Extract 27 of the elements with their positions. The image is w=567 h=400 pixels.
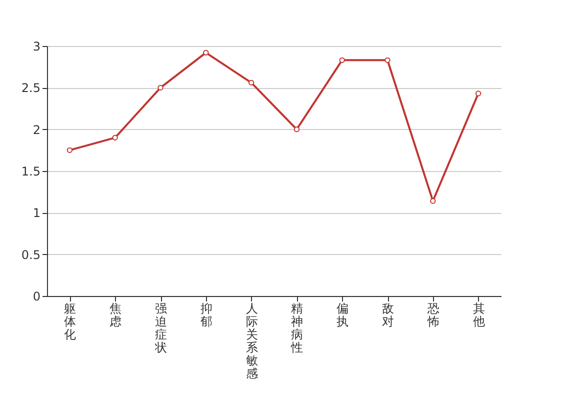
point: [430, 198, 436, 204]
y-tick-label: 3: [32, 40, 40, 54]
point: [294, 126, 300, 132]
x-tick-label: 敌对: [382, 302, 394, 328]
point: [248, 80, 254, 86]
x-tick-label: 偏执: [336, 302, 349, 328]
x-tick-label: 强迫症状: [154, 302, 167, 354]
y-tick-label: 1.5: [21, 164, 40, 178]
point: [203, 50, 209, 56]
point: [384, 57, 390, 64]
x-tick-label: 精神病性: [290, 302, 304, 354]
x-tick-label: 恐怖: [426, 302, 440, 328]
x-tick-label: 焦虑: [110, 302, 122, 328]
y-tick-label: 2.5: [21, 81, 40, 96]
y-tick-label: 1: [32, 206, 40, 220]
x-tick-label: 抑郁: [200, 302, 212, 328]
y-tick-label: 2: [32, 122, 40, 137]
point: [112, 134, 118, 141]
point: [158, 84, 164, 91]
x-tick-label: 其他: [472, 302, 485, 328]
x-tick-label: 躯体化: [64, 302, 76, 342]
y-tick-label: 0.5: [21, 248, 40, 262]
point: [475, 90, 482, 96]
point: [339, 57, 345, 64]
y-tick-label: 0: [32, 290, 40, 304]
x-tick-label: 人际关系敏感: [246, 302, 258, 380]
point: [66, 147, 73, 154]
